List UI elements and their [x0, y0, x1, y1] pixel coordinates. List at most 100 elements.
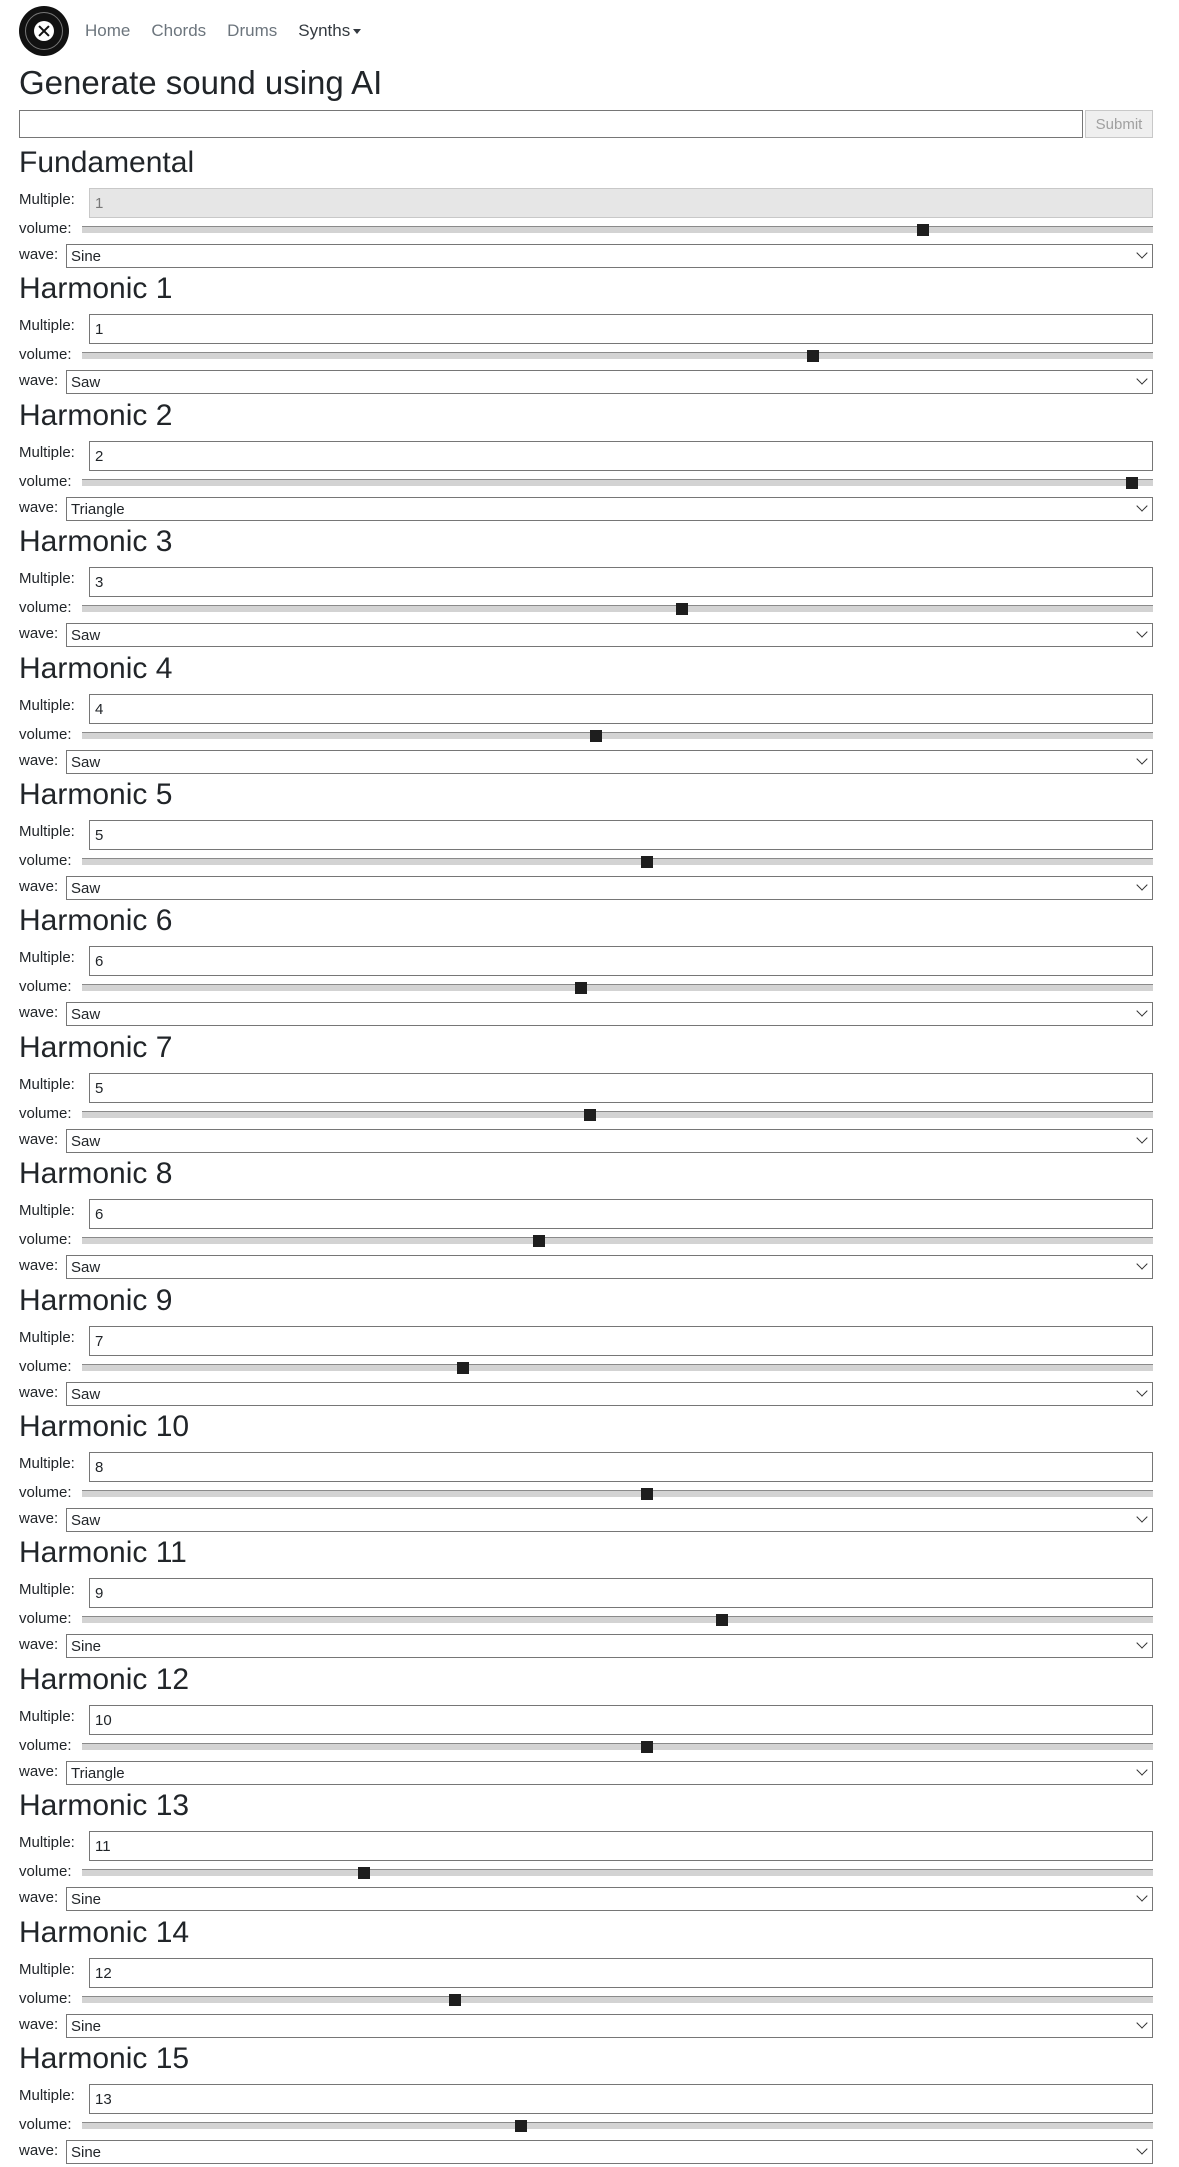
volume-label: volume: — [19, 1737, 72, 1754]
slider-thumb[interactable] — [1125, 477, 1138, 489]
multiple-label: Multiple: — [19, 949, 75, 966]
volume-slider[interactable] — [82, 1234, 1153, 1248]
submit-button[interactable]: Submit — [1085, 110, 1153, 138]
volume-slider[interactable] — [82, 349, 1153, 363]
wave-value: Sine — [71, 2018, 102, 2035]
slider-thumb[interactable] — [641, 1488, 654, 1500]
wave-label: wave: — [19, 1763, 59, 1780]
slider-thumb[interactable] — [457, 1362, 470, 1374]
wave-value: Triangle — [71, 1765, 125, 1782]
multiple-input[interactable]: 11 — [89, 1831, 1153, 1861]
wave-value: Saw — [71, 880, 101, 897]
wave-select[interactable]: Saw — [66, 1002, 1153, 1026]
multiple-input[interactable]: 12 — [89, 1958, 1153, 1988]
multiple-label: Multiple: — [19, 1076, 75, 1093]
harmonic-section-9: Harmonic 9 Multiple: 7 volume: wave: Saw — [19, 1283, 1153, 1408]
volume-slider[interactable] — [82, 2119, 1153, 2133]
wave-value: Saw — [71, 1133, 101, 1150]
multiple-input[interactable]: 9 — [89, 1578, 1153, 1608]
wave-select[interactable]: Triangle — [66, 1761, 1153, 1785]
slider-thumb[interactable] — [533, 1235, 546, 1247]
wave-select[interactable]: Sine — [66, 244, 1153, 268]
wave-select[interactable]: Saw — [66, 876, 1153, 900]
multiple-input[interactable]: 10 — [89, 1705, 1153, 1735]
slider-thumb[interactable] — [575, 982, 588, 994]
multiple-input[interactable]: 2 — [89, 441, 1153, 471]
volume-slider[interactable] — [82, 1613, 1153, 1627]
wave-value: Saw — [71, 1006, 101, 1023]
volume-slider[interactable] — [82, 223, 1153, 237]
multiple-input[interactable]: 1 — [89, 314, 1153, 344]
wave-value: Sine — [71, 2144, 102, 2161]
volume-slider[interactable] — [82, 981, 1153, 995]
multiple-input[interactable]: 13 — [89, 2084, 1153, 2114]
chevron-down-icon — [1136, 1637, 1148, 1649]
slider-thumb[interactable] — [675, 603, 688, 615]
wave-label: wave: — [19, 2142, 59, 2159]
chevron-down-icon — [1136, 2017, 1148, 2029]
caret-down-icon — [353, 29, 362, 35]
multiple-input[interactable]: 3 — [89, 567, 1153, 597]
wave-select[interactable]: Sine — [66, 1634, 1153, 1658]
slider-thumb[interactable] — [641, 856, 654, 868]
volume-slider[interactable] — [82, 1108, 1153, 1122]
volume-slider[interactable] — [82, 602, 1153, 616]
wave-select[interactable]: Sine — [66, 2140, 1153, 2164]
wave-select[interactable]: Sine — [66, 2014, 1153, 2038]
harmonic-section-2: Harmonic 2 Multiple: 2 volume: wave: Triangle — [19, 398, 1153, 523]
multiple-input[interactable]: 7 — [89, 1326, 1153, 1356]
wave-select[interactable]: Sine — [66, 1887, 1153, 1911]
slider-thumb[interactable] — [448, 1994, 461, 2006]
wave-select[interactable]: Saw — [66, 1508, 1153, 1532]
brand-logo[interactable] — [19, 6, 69, 56]
slider-thumb[interactable] — [583, 1109, 596, 1121]
volume-slider[interactable] — [82, 1740, 1153, 1754]
wave-select[interactable]: Saw — [66, 1129, 1153, 1153]
chevron-down-icon — [1136, 1764, 1148, 1776]
slider-thumb[interactable] — [916, 224, 929, 236]
slider-thumb[interactable] — [357, 1867, 370, 1879]
nav-home[interactable]: Home — [85, 21, 131, 40]
multiple-input[interactable]: 5 — [89, 820, 1153, 850]
chevron-down-icon — [1136, 1132, 1148, 1144]
section-title: Harmonic 10 — [19, 1410, 190, 1443]
nav-chords[interactable]: Chords — [151, 21, 207, 40]
multiple-label: Multiple: — [19, 317, 75, 334]
slider-thumb[interactable] — [641, 1741, 654, 1753]
volume-slider[interactable] — [82, 1866, 1153, 1880]
wave-select[interactable]: Saw — [66, 750, 1153, 774]
volume-slider[interactable] — [82, 855, 1153, 869]
multiple-label: Multiple: — [19, 2087, 75, 2104]
wave-select[interactable]: Saw — [66, 1255, 1153, 1279]
nav-drums[interactable]: Drums — [227, 21, 278, 40]
multiple-input[interactable]: 4 — [89, 694, 1153, 724]
volume-slider[interactable] — [82, 729, 1153, 743]
volume-label: volume: — [19, 1610, 72, 1627]
slider-thumb[interactable] — [515, 2120, 528, 2132]
volume-slider[interactable] — [82, 1993, 1153, 2007]
multiple-input[interactable]: 6 — [89, 1199, 1153, 1229]
volume-slider[interactable] — [82, 476, 1153, 490]
volume-label: volume: — [19, 1863, 72, 1880]
harmonic-section-11: Harmonic 11 Multiple: 9 volume: wave: Sine — [19, 1535, 1153, 1660]
prompt-input[interactable] — [19, 110, 1083, 138]
slider-thumb[interactable] — [716, 1614, 729, 1626]
chevron-down-icon — [1136, 1511, 1148, 1523]
slider-track — [82, 1490, 1153, 1497]
multiple-label: Multiple: — [19, 191, 75, 208]
wave-select[interactable]: Saw — [66, 370, 1153, 394]
multiple-input[interactable]: 6 — [89, 946, 1153, 976]
slider-thumb[interactable] — [807, 350, 820, 362]
navbar: Home Chords Drums Synths — [19, 6, 382, 56]
volume-slider[interactable] — [82, 1361, 1153, 1375]
section-title: Harmonic 4 — [19, 652, 173, 685]
multiple-input[interactable]: 8 — [89, 1452, 1153, 1482]
nav-synths-dropdown[interactable]: Synths — [298, 21, 362, 41]
slider-thumb[interactable] — [590, 730, 603, 742]
wave-select[interactable]: Saw — [66, 1382, 1153, 1406]
multiple-input[interactable]: 5 — [89, 1073, 1153, 1103]
volume-slider[interactable] — [82, 1487, 1153, 1501]
wave-select[interactable]: Saw — [66, 623, 1153, 647]
slider-track — [82, 1111, 1153, 1118]
wave-select[interactable]: Triangle — [66, 497, 1153, 521]
